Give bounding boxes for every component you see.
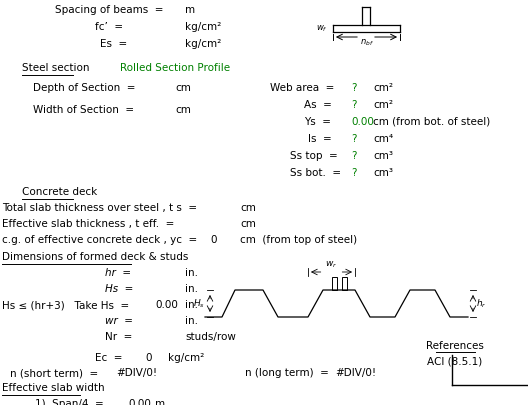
Text: cm²: cm² bbox=[373, 83, 393, 93]
Text: ?: ? bbox=[351, 100, 356, 110]
Text: Effective slab thickness , t eff.  =: Effective slab thickness , t eff. = bbox=[2, 219, 174, 229]
Text: $h_r$: $h_r$ bbox=[476, 297, 487, 310]
Text: $H_s$: $H_s$ bbox=[193, 297, 205, 310]
Text: studs/row: studs/row bbox=[185, 332, 236, 342]
Text: cm: cm bbox=[240, 203, 256, 213]
Text: #DIV/0!: #DIV/0! bbox=[116, 368, 157, 378]
Text: $w_r$: $w_r$ bbox=[325, 260, 338, 270]
Text: 0.00: 0.00 bbox=[128, 399, 151, 405]
Text: $w_f$: $w_f$ bbox=[316, 24, 328, 34]
Text: ?: ? bbox=[351, 151, 356, 161]
Text: Width of Section  =: Width of Section = bbox=[33, 105, 134, 115]
Text: cm⁴: cm⁴ bbox=[373, 134, 393, 144]
Text: kg/cm²: kg/cm² bbox=[168, 353, 204, 363]
Text: fc’  =: fc’ = bbox=[95, 22, 123, 32]
Text: Ec  =: Ec = bbox=[95, 353, 122, 363]
Text: in.: in. bbox=[185, 300, 198, 310]
Text: Ys  =: Ys = bbox=[304, 117, 331, 127]
Text: kg/cm²: kg/cm² bbox=[185, 22, 221, 32]
Text: ?: ? bbox=[351, 168, 356, 178]
Text: c.g. of effective concrete deck , yc  =: c.g. of effective concrete deck , yc = bbox=[2, 235, 197, 245]
Text: Hs  =: Hs = bbox=[105, 284, 134, 294]
Text: Effective slab width: Effective slab width bbox=[2, 383, 105, 393]
Text: As  =: As = bbox=[304, 100, 332, 110]
Text: cm: cm bbox=[175, 105, 191, 115]
Text: cm (from bot. of steel): cm (from bot. of steel) bbox=[373, 117, 491, 127]
Text: n (long term)  =: n (long term) = bbox=[245, 368, 329, 378]
Text: Hs ≤ (hr+3)   Take Hs  =: Hs ≤ (hr+3) Take Hs = bbox=[2, 300, 129, 310]
Text: m: m bbox=[185, 5, 195, 15]
Text: in.: in. bbox=[185, 268, 198, 278]
Text: ACI (8.5.1): ACI (8.5.1) bbox=[427, 357, 483, 367]
Text: m: m bbox=[155, 399, 165, 405]
Text: 0.00: 0.00 bbox=[155, 300, 178, 310]
Text: Nr  =: Nr = bbox=[105, 332, 133, 342]
Text: Rolled Section Profile: Rolled Section Profile bbox=[120, 63, 230, 73]
Text: Concrete deck: Concrete deck bbox=[22, 187, 97, 197]
Text: Ss bot.  =: Ss bot. = bbox=[290, 168, 341, 178]
Text: Web area  =: Web area = bbox=[270, 83, 334, 93]
Text: Ss top  =: Ss top = bbox=[290, 151, 338, 161]
Bar bbox=[332, 277, 336, 290]
Text: Spacing of beams  =: Spacing of beams = bbox=[55, 5, 164, 15]
Text: Depth of Section  =: Depth of Section = bbox=[33, 83, 136, 93]
Text: cm²: cm² bbox=[373, 100, 393, 110]
Text: Is  =: Is = bbox=[308, 134, 332, 144]
Text: Steel section: Steel section bbox=[22, 63, 90, 73]
Text: n (short term)  =: n (short term) = bbox=[10, 368, 98, 378]
Text: #DIV/0!: #DIV/0! bbox=[335, 368, 376, 378]
Text: wr  =: wr = bbox=[105, 316, 133, 326]
Text: Total slab thickness over steel , t s  =: Total slab thickness over steel , t s = bbox=[2, 203, 197, 213]
Text: cm  (from top of steel): cm (from top of steel) bbox=[240, 235, 357, 245]
Text: Dimensions of formed deck & studs: Dimensions of formed deck & studs bbox=[2, 252, 188, 262]
Text: cm: cm bbox=[240, 219, 256, 229]
Text: 0.00: 0.00 bbox=[351, 117, 374, 127]
Text: hr  =: hr = bbox=[105, 268, 131, 278]
Text: ?: ? bbox=[351, 134, 356, 144]
Text: cm³: cm³ bbox=[373, 168, 393, 178]
Text: $n_{bf}$: $n_{bf}$ bbox=[360, 38, 374, 48]
Text: in.: in. bbox=[185, 316, 198, 326]
Text: cm: cm bbox=[175, 83, 191, 93]
Text: References: References bbox=[426, 341, 484, 351]
Text: 1)  Span/4  =: 1) Span/4 = bbox=[35, 399, 103, 405]
Text: ?: ? bbox=[351, 83, 356, 93]
Text: 0: 0 bbox=[145, 353, 152, 363]
Text: 0: 0 bbox=[210, 235, 216, 245]
Text: Es  =: Es = bbox=[100, 39, 127, 49]
Bar bbox=[342, 277, 346, 290]
Text: cm³: cm³ bbox=[373, 151, 393, 161]
Text: kg/cm²: kg/cm² bbox=[185, 39, 221, 49]
Text: in.: in. bbox=[185, 284, 198, 294]
